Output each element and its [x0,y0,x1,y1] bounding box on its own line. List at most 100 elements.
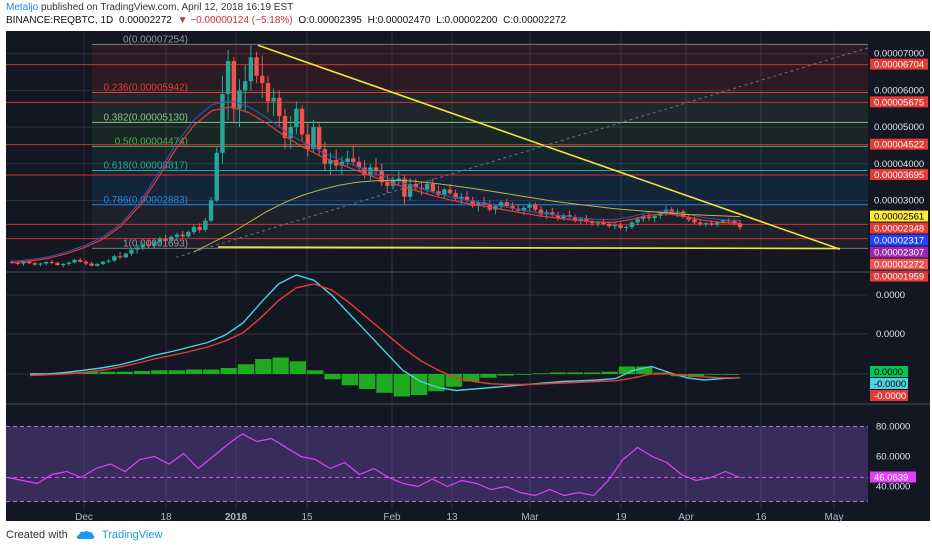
macd-histogram-bar [255,359,272,374]
macd-histogram-bar [636,366,653,374]
price-tick-label: 0.00003000 [874,195,924,206]
macd-line [30,274,741,392]
price-axis-label-box [870,210,928,222]
candle-body [459,196,464,199]
candle-body [476,202,481,206]
macd-histogram-bar [428,374,445,392]
candle-body [686,216,692,220]
macd-histogram-bar [341,374,359,386]
candle-body [641,216,646,219]
candle-body [396,178,401,181]
macd-histogram-bar [324,374,341,380]
candle-body [134,247,140,250]
candle-body [186,232,191,237]
macd-histogram-bar [203,369,220,374]
candle-body [89,263,94,266]
candle-body [242,81,248,91]
macd-histogram-bar [81,371,99,374]
candle-body [373,167,379,172]
candle-body [112,256,117,261]
macd-value-label: -0.0000 [874,391,906,402]
candle-body [584,218,589,222]
macd-histogram-bar [445,374,462,387]
candle-body [225,61,231,95]
macd-histogram-bar [133,371,151,374]
candle-body [606,223,612,227]
last-price: 0.00002272 [119,15,172,26]
fib-level-label: 0.786(0.00002883) [103,195,188,206]
price-axis-label-box [870,222,928,234]
candle-body [470,200,475,206]
candle-body [328,160,333,164]
candle-body [322,149,328,164]
candle-body [38,263,43,265]
macd-value-label: 0.0000 [874,367,903,378]
candle-body [174,234,180,237]
rsi-value-label: 46.0639 [874,473,908,484]
candle-body [339,161,345,166]
rsi-tick-label: 80.0000 [876,422,910,433]
candle-body [78,259,83,262]
candle-body [697,222,703,225]
fibonacci-retracement: 0(0.00007254) 0.236(0.00005942) 0.382(0.00… [6,34,868,249]
candle-body [248,57,254,82]
price-axis-label: 0.00002272 [874,260,924,271]
candle-body [203,220,208,230]
price-axis-label: 0.00006704 [874,60,924,71]
candle-body [157,238,163,243]
price-axis-label: 0.00001959 [874,272,924,283]
candle-body [294,108,299,128]
candle-body [299,108,305,135]
price-tick-label: 0.00007000 [874,49,924,60]
candle-body [214,152,219,201]
fib-zone [92,122,868,147]
x-tick-label: 2018 [225,512,248,523]
tradingview-cloud-icon [76,531,95,540]
ohlc-close: C:0.00002272 [503,15,567,26]
price-axis-label-box [870,96,928,108]
fib-level-label: 0(0.00007254) [123,34,188,45]
macd-histogram-bar [410,374,428,395]
rsi-band-fill [6,426,868,502]
macd-histogram-bar [566,372,584,374]
candle-body [305,134,310,150]
macd-histogram-bar [705,374,722,375]
fib-level-label: 0.5(0.00004474) [115,136,188,147]
candle-body [527,204,532,208]
price-axis-label: 0.00002561 [874,212,924,223]
rsi-tick-label: 40.0000 [876,482,910,493]
price-axis-label: 0.00002317 [874,236,924,247]
macd-histogram-bar [185,369,203,374]
candle-body [95,263,100,266]
moving-average-slow [193,179,741,253]
price-axis-label: 0.00004522 [874,140,924,151]
candle-body [578,218,583,221]
trendlines [175,44,869,258]
candle-body [316,127,322,150]
price-axis-label-box [870,58,928,70]
candle-body [362,167,367,175]
candle-body [726,220,731,222]
candle-body [407,183,413,197]
created-with-label: Created with [6,529,68,541]
candle-body [265,83,271,102]
candle-body [231,61,237,109]
candle-body [555,215,561,219]
x-tick-label: Mar [521,512,539,523]
candle-body [737,223,743,228]
candle-body [100,261,106,264]
price-axis-label: 0.00002348 [874,224,924,235]
candle-body [169,236,174,241]
price-axis-label-box [870,138,928,150]
macd-histogram-bar [99,371,116,374]
macd-histogram-bar [601,371,618,374]
candle-body [237,90,242,109]
symbol-info: BINANCE:REQBTC, 1D 0.00002272 ▼ −0.00000… [6,15,569,28]
rsi-tick-label: 60.0000 [876,452,910,463]
x-tick-label: Apr [678,512,694,523]
candle-body [510,205,515,209]
author-link[interactable]: Metaljo [6,2,39,13]
macd-value-label-box [870,378,908,389]
symbol-label: BINANCE:REQBTC, 1D [6,15,114,26]
tradingview-brand[interactable]: TradingView [101,529,163,541]
